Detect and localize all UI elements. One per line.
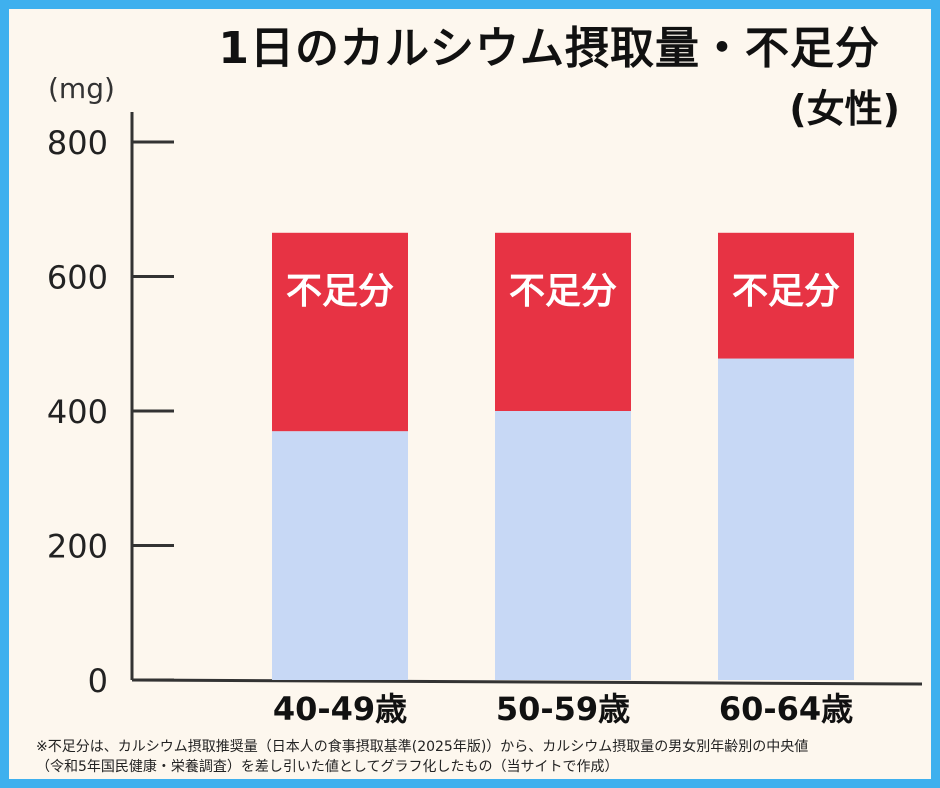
bar-intake (718, 358, 854, 680)
bar-shortfall-label: 不足分 (732, 271, 840, 312)
y-tick-label: 400 (47, 393, 108, 431)
x-tick-label: 60-64歳 (719, 690, 853, 728)
bar-shortfall (718, 232, 854, 359)
y-tick-label: 200 (47, 528, 108, 566)
y-axis-unit: (mg) (48, 72, 115, 105)
footnote-line-1: ※不足分は、カルシウム摂取推奨量（日本人の食事摂取基準(2025年版)）から、カ… (36, 739, 809, 755)
bar-shortfall (272, 232, 408, 432)
x-tick-label: 40-49歳 (273, 690, 407, 728)
y-tick-label: 0 (88, 662, 108, 700)
bar-intake (495, 411, 631, 680)
x-tick-label: 50-59歳 (496, 690, 630, 728)
y-tick-label: 800 (47, 124, 108, 162)
footnote-line-2: （令和5年国民健康・栄養調査）を差し引いた値としてグラフ化したもの（当サイトで作… (36, 759, 619, 775)
bar-intake (272, 431, 408, 680)
x-axis-line (131, 678, 923, 686)
bar-shortfall-label: 不足分 (509, 271, 617, 312)
bar-shortfall-label: 不足分 (286, 271, 394, 312)
bar-shortfall (495, 232, 631, 411)
chart-subtitle: (女性) (789, 87, 900, 131)
y-tick-label: 600 (47, 259, 108, 297)
chart-title: 1日のカルシウム摂取量・不足分 (218, 23, 880, 74)
